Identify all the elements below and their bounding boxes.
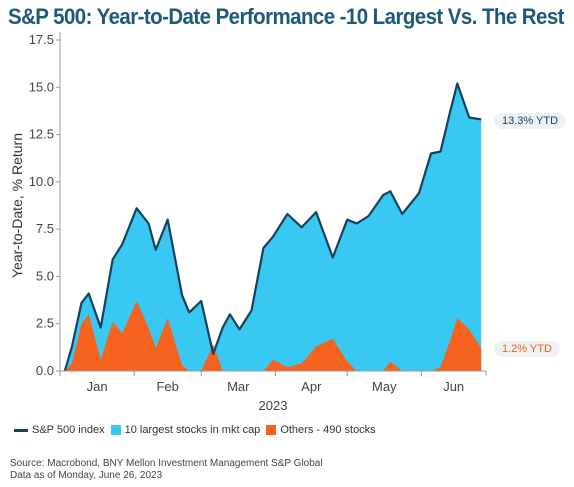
legend-swatch-top10 — [110, 425, 121, 435]
y-tick-label: 7.5 — [36, 221, 54, 236]
legend-swatch-others — [266, 425, 277, 435]
legend-item-index: S&P 500 index — [14, 424, 105, 436]
series-area-top10 — [64, 83, 482, 371]
legend-swatch-index — [14, 428, 28, 432]
chart-legend: S&P 500 index 10 largest stocks in mkt c… — [14, 424, 382, 436]
others-ytd-callout: 1.2% YTD — [494, 341, 560, 357]
legend-label-top10: 10 largest stocks in mkt cap — [124, 424, 261, 436]
data-date-text: Data as of Monday, June 26, 2023 — [10, 470, 163, 481]
series-line-index — [63, 82, 482, 372]
y-tick-label: 15.0 — [29, 79, 54, 94]
y-tick-label: 0.0 — [36, 363, 54, 378]
x-tick-label: Jan — [87, 379, 108, 394]
x-axis-label: 2023 — [259, 398, 288, 413]
x-tick-label: Mar — [227, 379, 250, 394]
chart-title: S&P 500: Year-to-Date Performance -10 La… — [8, 4, 564, 29]
x-tick-label: May — [372, 379, 397, 394]
y-tick-label: 5.0 — [36, 268, 54, 283]
y-tick-label: 12.5 — [29, 127, 54, 142]
legend-item-top10: 10 largest stocks in mkt cap — [110, 424, 261, 436]
legend-label-index: S&P 500 index — [32, 424, 105, 436]
legend-label-others: Others - 490 stocks — [280, 424, 376, 436]
y-tick-label: 10.0 — [29, 174, 54, 189]
y-tick-label: 2.5 — [36, 316, 54, 331]
x-tick-label: Jun — [443, 379, 464, 394]
series-area-others — [64, 301, 482, 371]
legend-item-others: Others - 490 stocks — [266, 424, 376, 436]
y-axis-label: Year-to-Date, % Return — [9, 133, 25, 278]
y-tick-label: 17.5 — [29, 32, 54, 47]
source-text: Source: Macrobond, BNY Mellon Investment… — [10, 458, 323, 469]
source-note: Source: Macrobond, BNY Mellon Investment… — [10, 458, 323, 482]
x-tick-label: Feb — [156, 379, 178, 394]
x-tick-label: Apr — [301, 379, 322, 394]
index-ytd-callout: 13.3% YTD — [494, 113, 567, 129]
